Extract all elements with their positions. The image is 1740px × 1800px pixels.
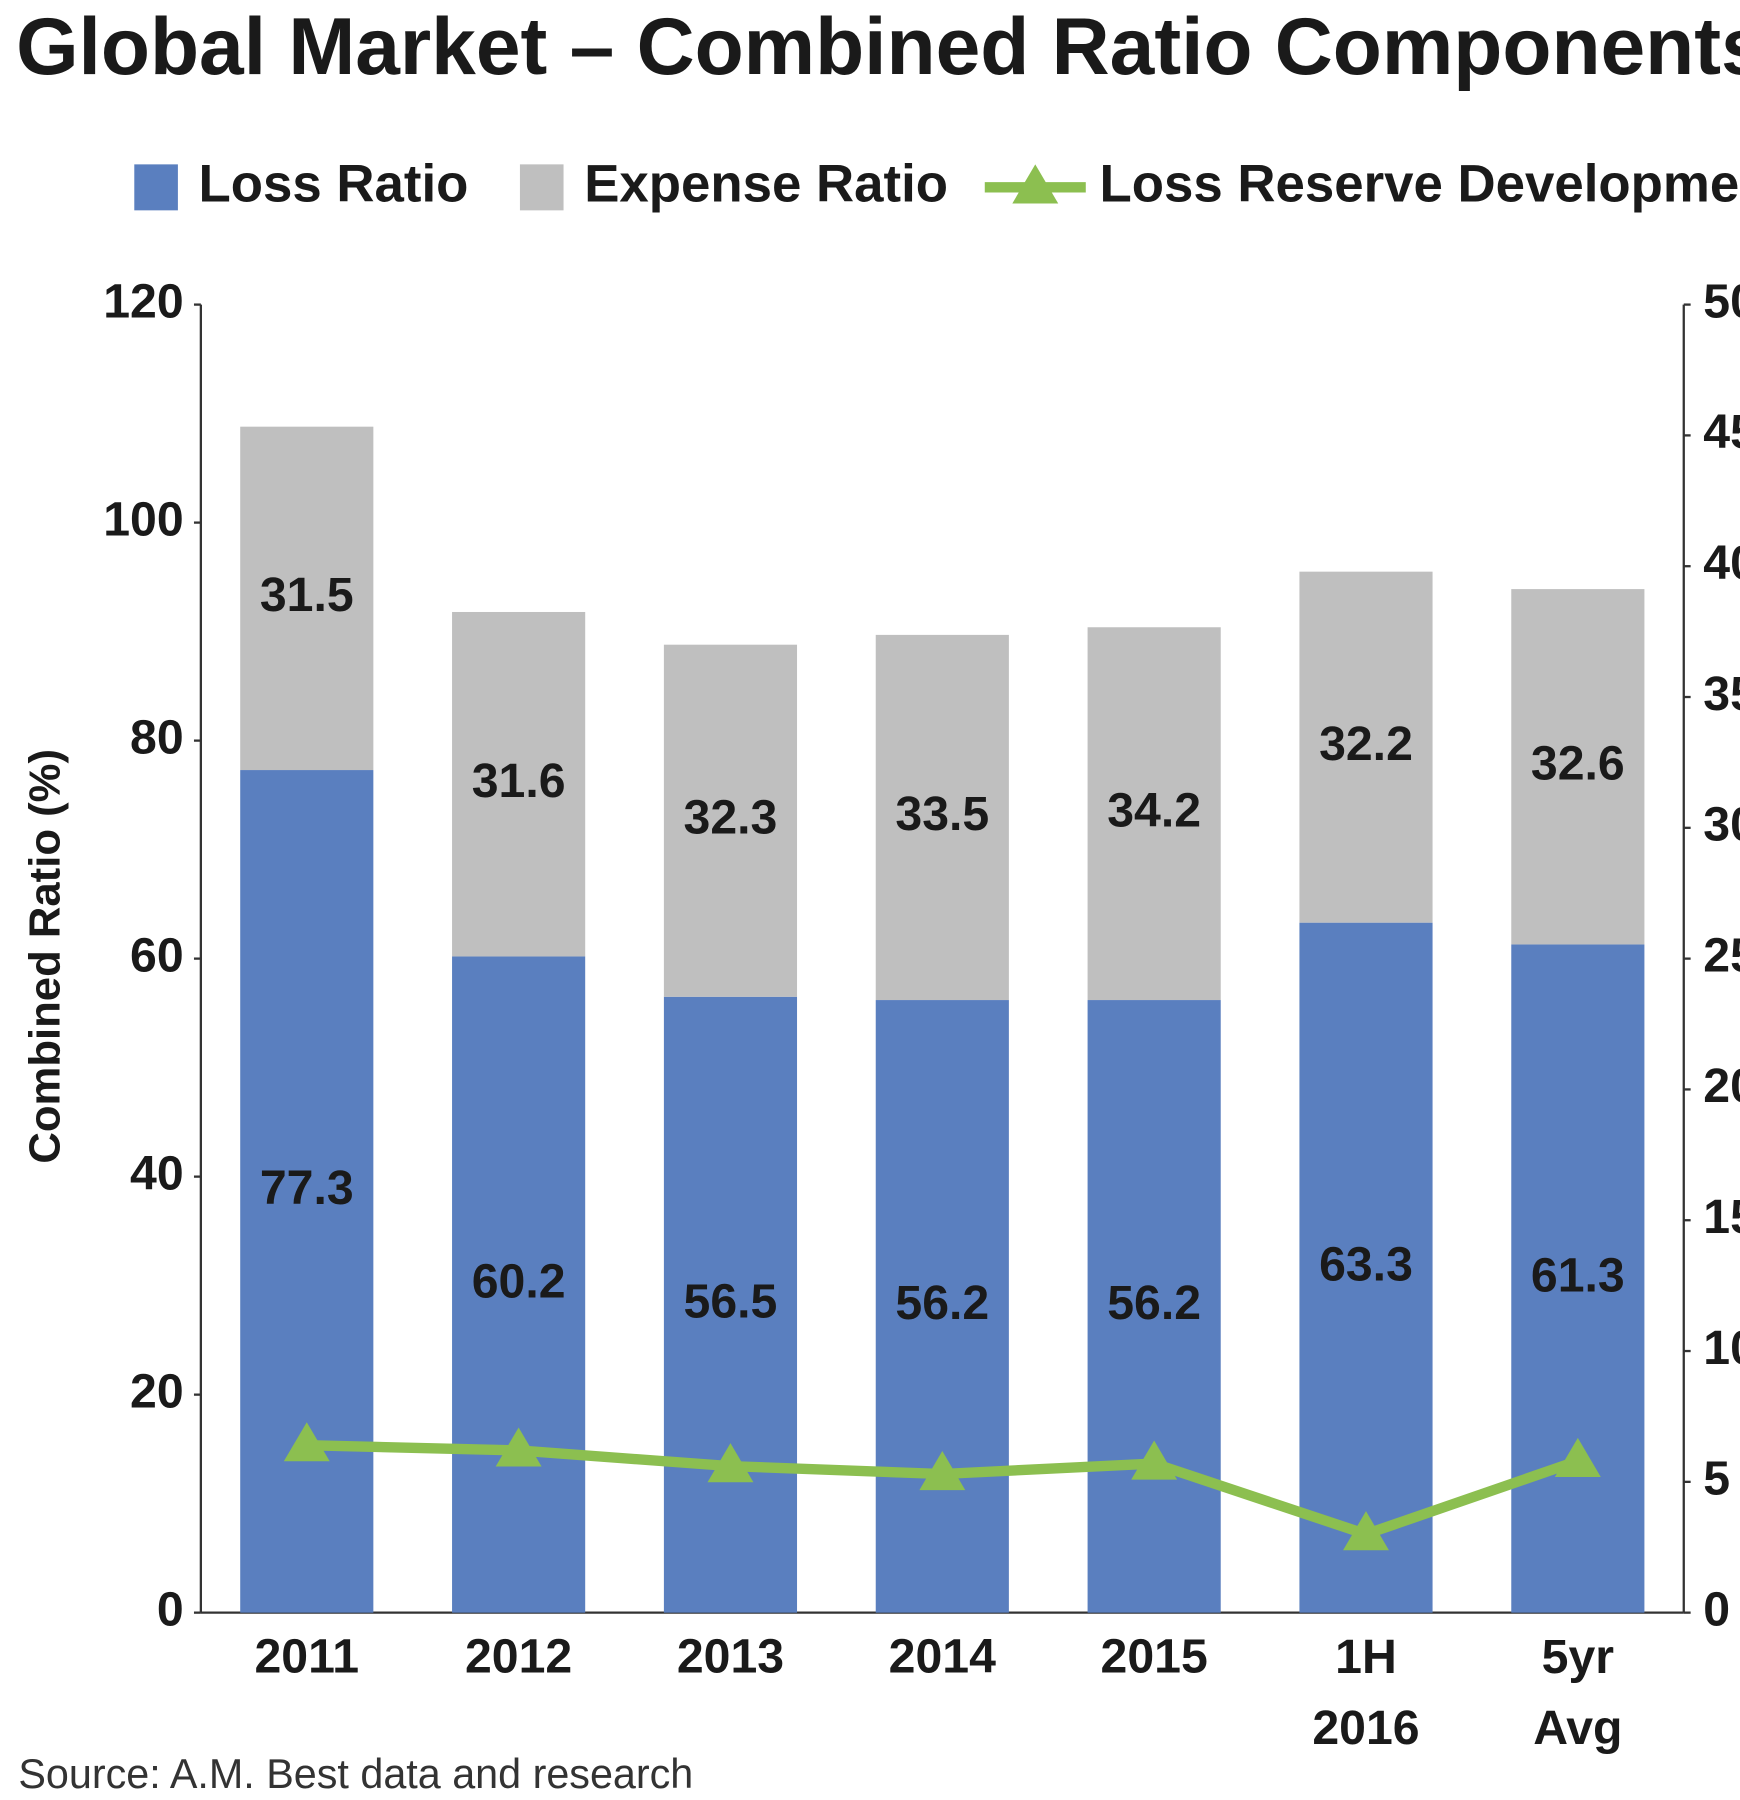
data-label: 77.3 [260,1161,354,1215]
bar-segment [452,956,586,1613]
bar-segment [875,634,1009,1001]
y2-tick-label: 50 [1703,274,1740,328]
chart-title: Global Market – Combined Ratio Component… [16,2,1740,92]
data-label: 34.2 [1107,783,1201,837]
data-label: 33.5 [895,787,989,841]
legend-swatch [134,164,178,211]
legend-label: Loss Ratio [199,154,469,213]
data-label: 31.6 [472,754,566,808]
y-tick-label: 100 [103,492,183,546]
y-tick-label: 60 [130,928,184,982]
bar-segment [1087,1000,1221,1613]
y-tick-label: 0 [157,1582,184,1636]
legend-label: Expense Ratio [584,154,948,213]
x-tick-label: 2015 [1101,1629,1208,1683]
data-label: 56.2 [1107,1276,1201,1330]
x-tick-label: 2014 [889,1629,996,1683]
bar-segment [240,426,374,771]
y-tick-label: 40 [130,1146,184,1200]
y2-tick-label: 35 [1703,667,1740,721]
bar-segment [240,770,374,1613]
bar-segment [663,996,798,1613]
y2-tick-label: 5 [1703,1452,1730,1506]
bar-segment [1087,627,1221,1001]
y2-tick-label: 45 [1703,405,1740,459]
bar-segment [663,644,798,997]
data-label: 63.3 [1319,1237,1413,1291]
data-label: 32.6 [1531,737,1625,791]
y2-tick-label: 40 [1703,536,1740,590]
bar-segment [1299,922,1433,1613]
legend-marker [1012,164,1059,204]
line-marker [707,1443,754,1483]
y2-tick-label: 10 [1703,1321,1740,1375]
y2-tick-label: 25 [1703,928,1740,982]
line-marker [495,1427,542,1467]
source-note: Source: A.M. Best data and research [18,1751,693,1797]
x-tick-label: 2011 [254,1629,359,1683]
bar-segment [875,1000,1009,1613]
y2-tick-label: 0 [1703,1582,1730,1636]
data-label: 32.2 [1319,717,1413,771]
bar-segment [1511,589,1645,945]
data-label: 56.5 [684,1274,778,1328]
line-marker [919,1451,966,1491]
data-label: 31.5 [260,568,354,622]
y-tick-label: 120 [103,274,183,328]
data-label: 60.2 [472,1254,566,1308]
x-tick-label: 5yr Avg [1533,1629,1622,1754]
line-marker [1343,1511,1389,1551]
data-label: 61.3 [1531,1248,1625,1302]
bar-segment [1511,944,1645,1613]
y2-tick-label: 30 [1703,798,1740,852]
bar-segment [452,611,586,957]
y-tick-label: 20 [130,1364,184,1418]
x-tick-label: 2012 [465,1629,572,1683]
data-label: 56.2 [895,1276,989,1330]
y2-tick-label: 15 [1703,1190,1740,1244]
line-marker [1131,1440,1178,1480]
y2-tick-label: 20 [1703,1059,1740,1113]
line-marker [1554,1437,1601,1478]
bar-segment [1299,571,1433,923]
y-tick-label: 80 [130,710,184,764]
legend-label: Loss Reserve Development [1100,154,1740,213]
x-tick-label: 1H 2016 [1312,1629,1419,1754]
data-label: 32.3 [684,790,778,844]
line-marker [283,1422,330,1462]
y-axis-label: Combined Ratio (%) [21,749,70,1164]
x-tick-label: 2013 [677,1629,784,1683]
legend-swatch [519,164,564,211]
